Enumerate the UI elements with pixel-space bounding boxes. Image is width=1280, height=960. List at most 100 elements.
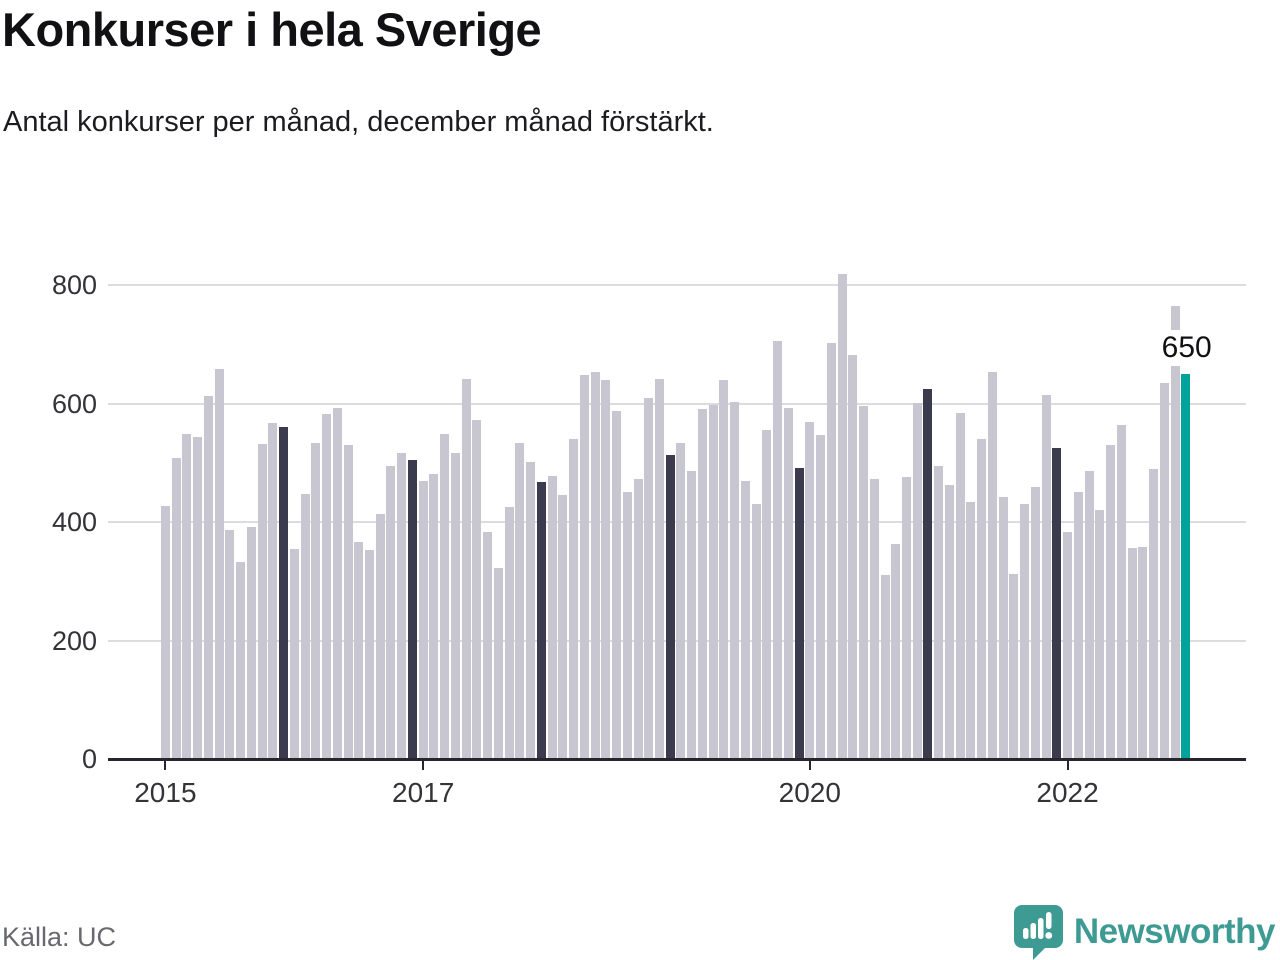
bar-month	[1073, 492, 1083, 759]
page-title: Konkurser i hela Sverige	[2, 3, 542, 56]
y-axis-tick-label: 200	[51, 625, 97, 656]
bar-month	[365, 549, 374, 759]
x-axis-tick-label: 2022	[1036, 777, 1099, 808]
bar-month	[987, 371, 997, 759]
bar-month	[612, 411, 621, 759]
bar-month	[955, 413, 965, 759]
bar-month	[891, 543, 901, 759]
bar-month	[311, 443, 321, 759]
bar-month	[848, 354, 858, 759]
bar-month	[751, 504, 761, 759]
newsworthy-brand-name: Newsworthy	[1073, 911, 1276, 951]
bar-month	[461, 378, 471, 759]
bar-month	[1149, 468, 1158, 759]
bar-month	[1138, 546, 1148, 759]
bar-month	[429, 474, 439, 759]
bar-month	[1063, 532, 1073, 759]
bar-month	[590, 372, 600, 759]
newsworthy-brand: Newsworthy	[1012, 903, 1276, 960]
bar-december	[923, 388, 933, 759]
bar-month	[418, 480, 428, 759]
bar-month	[246, 527, 256, 759]
bar-month	[386, 465, 396, 759]
bar-month	[547, 475, 557, 759]
x-axis-tick-2022	[1066, 761, 1069, 770]
bar-month	[719, 380, 729, 759]
bar-month	[1030, 487, 1040, 759]
source-note: Källa: UC	[2, 922, 117, 952]
bar-month	[644, 397, 654, 759]
bar-latest-month	[1181, 373, 1191, 759]
y-axis-tick-label: 0	[81, 744, 97, 774]
gridline-y-800	[108, 284, 1246, 286]
bar-month	[654, 378, 664, 759]
bar-month	[783, 408, 793, 759]
bar-month	[687, 471, 697, 759]
bar-month	[225, 530, 235, 759]
latest-value-label: 650	[1157, 329, 1216, 366]
x-axis-tick-label: 2017	[392, 777, 455, 808]
bar-month	[472, 419, 482, 759]
bar-december	[665, 455, 675, 759]
bar-month	[816, 434, 825, 759]
x-axis-tick-2015	[164, 761, 167, 770]
y-axis-tick-label: 800	[51, 270, 97, 300]
bar-month	[160, 506, 170, 759]
bar-month	[1116, 425, 1126, 759]
bar-month	[182, 433, 192, 759]
bar-month	[322, 414, 331, 759]
x-axis-tick-2017	[422, 761, 425, 770]
bar-month	[1159, 382, 1169, 759]
bar-month	[257, 443, 267, 759]
bar-month	[902, 477, 911, 759]
x-axis-line	[108, 757, 1246, 761]
bar-month	[805, 421, 815, 759]
bar-month	[944, 484, 954, 759]
bar-month	[526, 461, 536, 759]
bar-month	[676, 443, 686, 759]
bar-month	[504, 506, 514, 759]
bar-month	[730, 401, 740, 759]
chart-subtitle: Antal konkurser per månad, december måna…	[3, 106, 714, 138]
bar-month	[375, 514, 385, 759]
bar-month	[740, 480, 750, 759]
bar-month	[1106, 445, 1115, 759]
x-axis-tick-2020	[808, 761, 811, 770]
bar-month	[773, 340, 783, 759]
bar-month	[397, 452, 407, 759]
bar-month	[601, 380, 611, 759]
bar-month	[859, 405, 868, 759]
bar-month	[332, 407, 342, 759]
bar-month	[289, 548, 299, 759]
y-axis-tick-label: 600	[51, 388, 97, 419]
bar-month	[1170, 305, 1180, 759]
bar-month	[697, 409, 707, 759]
bar-month	[171, 458, 181, 759]
bar-month	[236, 561, 246, 759]
bar-december	[279, 426, 288, 759]
bar-month	[300, 494, 310, 759]
bar-month	[579, 374, 589, 759]
bar-month	[214, 368, 224, 759]
bar-month	[268, 423, 278, 759]
bar-month	[826, 343, 836, 759]
bar-month	[1041, 395, 1051, 759]
bar-month	[633, 478, 643, 759]
bar-month	[912, 402, 922, 759]
bar-month	[440, 433, 450, 759]
bar-december	[407, 459, 417, 759]
bar-month	[880, 575, 890, 759]
bar-month	[837, 274, 847, 759]
bar-month	[203, 396, 213, 759]
bar-month	[193, 437, 203, 759]
x-axis-tick-label: 2015	[134, 777, 197, 808]
bar-december	[536, 482, 546, 759]
bar-month	[1095, 510, 1105, 759]
bar-month	[869, 479, 879, 759]
y-axis-tick-label: 400	[51, 507, 97, 537]
bar-month	[977, 439, 987, 759]
bar-month	[998, 497, 1008, 759]
bar-month	[1020, 503, 1030, 759]
bar-month	[708, 404, 718, 759]
